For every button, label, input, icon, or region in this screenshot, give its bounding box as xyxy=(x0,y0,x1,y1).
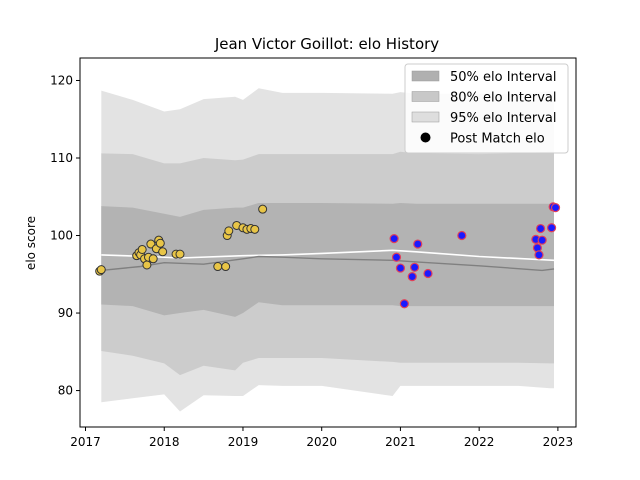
y-axis-label: elo score xyxy=(24,216,38,270)
data-point-early xyxy=(250,224,260,234)
chart-title: Jean Victor Goillot: elo History xyxy=(214,35,439,53)
legend: 50% elo Interval 80% elo Interval 95% elo … xyxy=(404,63,569,154)
data-point-early xyxy=(213,262,223,272)
data-point-late xyxy=(407,272,417,282)
x-tick-label: 2021 xyxy=(385,435,416,449)
y-tick-label: 120 xyxy=(50,73,73,87)
data-point-late xyxy=(546,223,557,233)
x-tick-label: 2020 xyxy=(306,435,337,449)
data-point-early xyxy=(148,254,158,264)
data-point-early xyxy=(96,265,106,275)
data-point-early xyxy=(137,244,147,254)
legend-box xyxy=(404,63,569,154)
x-tick-label: 2022 xyxy=(464,435,495,449)
legend-label: 95% elo Interval xyxy=(450,111,557,126)
y-tick-label: 80 xyxy=(58,384,73,398)
data-point-late xyxy=(423,268,433,279)
data-point-late xyxy=(399,299,409,309)
data-point-late xyxy=(534,250,544,260)
data-point-early xyxy=(258,204,268,214)
x-tick-label: 2019 xyxy=(228,435,259,449)
y-tick-label: 100 xyxy=(50,229,73,243)
plot-frame xyxy=(79,57,577,428)
data-point-late xyxy=(537,235,547,245)
legend-swatch xyxy=(411,91,440,102)
data-point-late xyxy=(457,230,467,241)
data-point-early xyxy=(155,238,165,248)
data-point-late xyxy=(550,203,561,213)
legend-label: 50% elo Interval xyxy=(450,70,557,85)
data-point-early xyxy=(158,247,168,257)
data-point-late xyxy=(391,252,402,262)
x-tick-label: 2017 xyxy=(70,435,101,449)
y-tick-label: 110 xyxy=(50,151,73,165)
band-50 xyxy=(101,203,555,317)
x-tick-label: 2023 xyxy=(543,435,574,449)
data-point-late xyxy=(395,263,406,273)
data-point-late xyxy=(413,239,423,249)
data-point-early xyxy=(175,249,185,259)
data-point-early xyxy=(221,262,231,272)
mean-line xyxy=(101,249,555,262)
x-tick-label: 2018 xyxy=(149,435,180,449)
legend-marker xyxy=(420,132,431,143)
y-tick-label: 90 xyxy=(58,306,73,320)
plot-area: 2017 2018 2019 2020 2021 2022 2023 80 90 100 110 12… xyxy=(50,57,577,449)
data-point-early xyxy=(224,226,234,236)
data-point-late xyxy=(389,234,399,244)
median-line xyxy=(101,255,555,272)
data-point-late xyxy=(410,262,420,272)
legend-label: Post Match elo xyxy=(450,132,545,147)
data-point-late xyxy=(535,223,546,234)
legend-swatch xyxy=(411,111,440,123)
legend-swatch xyxy=(411,70,440,82)
legend-label: 80% elo Interval xyxy=(450,91,557,106)
data-point-early xyxy=(142,260,152,270)
